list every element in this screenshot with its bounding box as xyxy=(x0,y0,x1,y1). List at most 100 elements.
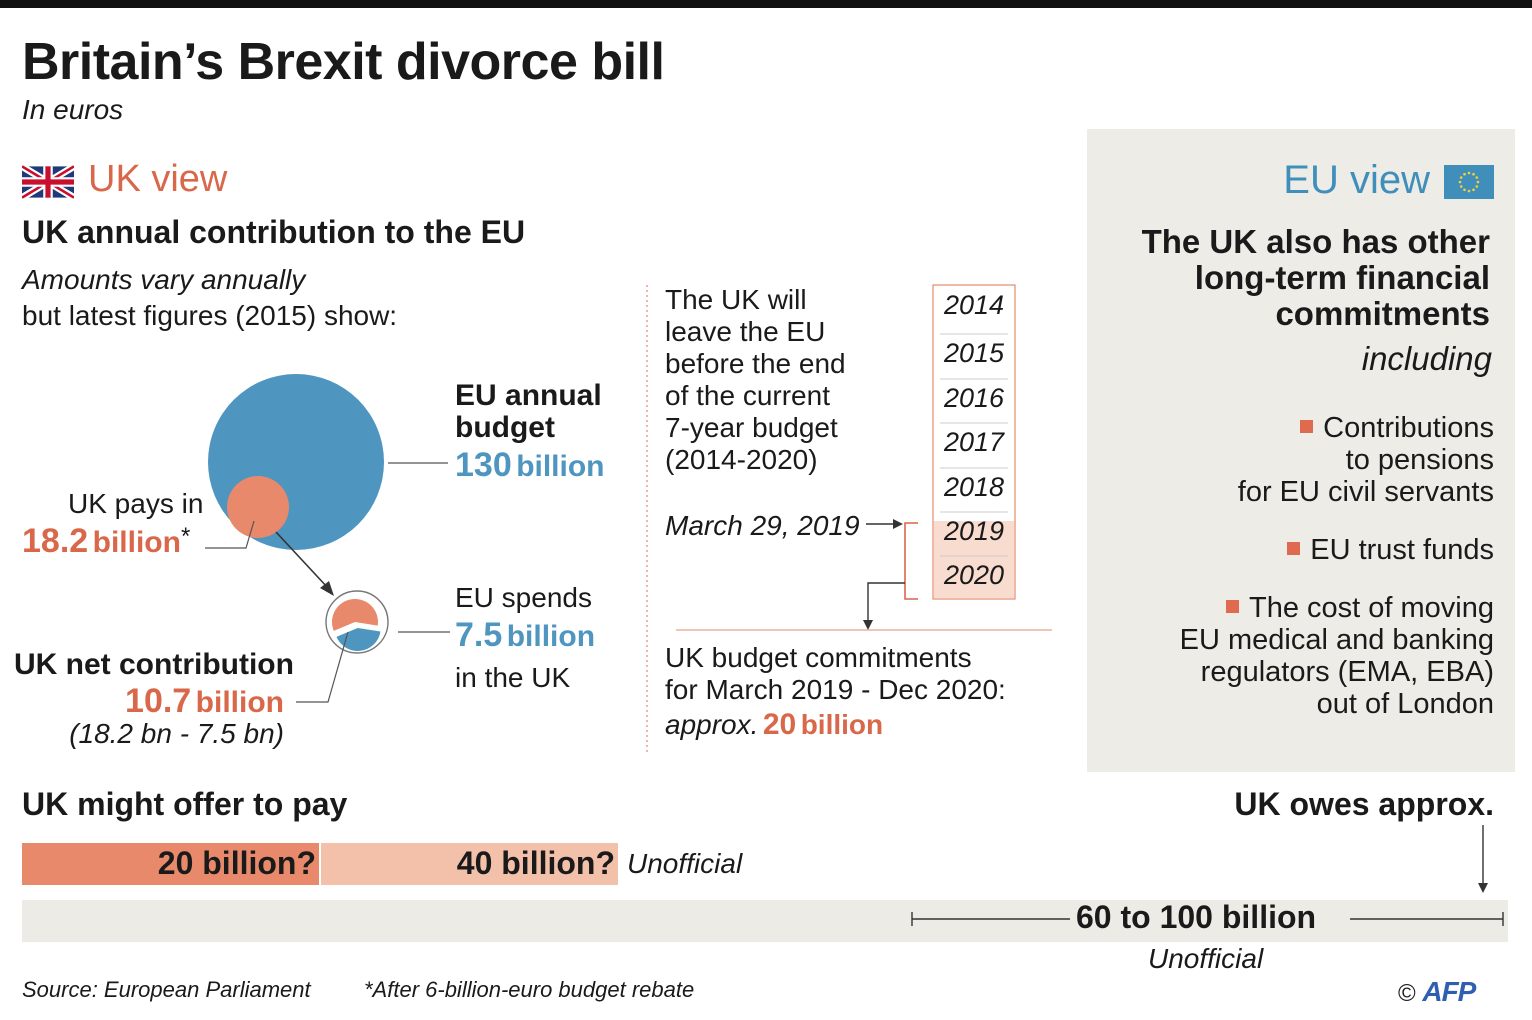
timeline-text-line: of the current xyxy=(665,380,830,411)
eu-budget-label-line2: budget xyxy=(455,411,555,444)
eu-star-icon xyxy=(1467,189,1471,193)
eu-star-icon xyxy=(1458,180,1462,184)
eu-statement-line: The UK also has other xyxy=(1141,223,1490,260)
eu-star-icon xyxy=(1472,188,1475,192)
eu-item-pensions: Contributions to pensions for EU civil s… xyxy=(1238,412,1494,508)
uk-view-heading: UK view xyxy=(88,158,228,200)
bullet-square-icon xyxy=(1226,600,1239,613)
commit-line2: for March 2019 - Dec 2020: xyxy=(665,674,1006,705)
eu-budget-unit: billion xyxy=(516,450,605,483)
uk-flag-icon xyxy=(22,165,74,199)
commit-text: UK budget commitments for March 2019 - D… xyxy=(665,642,1006,706)
uk-pays-asterisk: * xyxy=(180,523,191,550)
eu-item-trust-funds: EU trust funds xyxy=(1287,534,1494,566)
eu-spends-label: EU spends xyxy=(455,582,592,613)
timeline-text-line: before the end xyxy=(665,348,846,379)
net-contribution-slice xyxy=(332,599,378,631)
page-subtitle: In euros xyxy=(22,94,124,125)
eu-spends-value: 7.5 billion xyxy=(455,616,595,655)
year-label: 2015 xyxy=(943,338,1005,368)
eu-budget-value: 130 billion xyxy=(455,446,605,485)
intro-line2: but latest figures (2015) show: xyxy=(22,300,398,331)
uk-pays-label: UK pays in xyxy=(68,488,204,519)
year-label: 2019 xyxy=(943,516,1005,546)
years-highlight xyxy=(934,521,1014,598)
eu-item-line: to pensions xyxy=(1345,444,1494,476)
commit-value: approx. 20 billion xyxy=(665,708,883,742)
afp-credit: © AFP xyxy=(1398,976,1476,1008)
net-contribution-label: UK net contribution xyxy=(14,648,294,681)
eu-item-line: for EU civil servants xyxy=(1237,476,1494,508)
year-label: 2017 xyxy=(943,427,1005,457)
net-leader xyxy=(296,631,349,703)
eu-item-line: regulators (EMA, EBA) xyxy=(1200,656,1494,688)
uk-pays-bubble xyxy=(227,476,289,538)
commit-prefix: approx. xyxy=(665,709,759,740)
eu-item-line: out of London xyxy=(1316,688,1494,720)
bullet-square-icon xyxy=(1287,542,1301,555)
years-box xyxy=(932,284,1016,600)
offer-bar1-label: 20 billion? xyxy=(157,845,316,881)
timeline-text-line: (2014-2020) xyxy=(665,444,818,475)
owes-arrow-head xyxy=(1478,883,1488,893)
eu-star-icon xyxy=(1459,185,1463,188)
eu-spends-unit: billion xyxy=(506,620,596,653)
eu-budget-number: 130 xyxy=(455,446,512,484)
eu-item-line: EU trust funds xyxy=(1310,534,1494,566)
eu-item-line: EU medical and banking xyxy=(1179,624,1494,656)
eu-star-icon xyxy=(1476,180,1480,184)
timeline-text-line: 7-year budget xyxy=(665,412,838,443)
leave-date: March 29, 2019 xyxy=(665,510,860,541)
owes-bar xyxy=(22,900,1508,942)
offer-bar-20 xyxy=(22,843,319,885)
commit-arrow-head xyxy=(863,620,873,630)
uk-pays-unit: billion xyxy=(92,526,181,559)
year-label: 2014 xyxy=(943,290,1005,320)
uk-section-title: UK annual contribution to the EU xyxy=(22,214,526,250)
offer-label: UK might offer to pay xyxy=(22,786,348,822)
commit-unit: billion xyxy=(800,709,884,740)
offer-bar-40 xyxy=(321,843,618,885)
eu-spends-suffix: in the UK xyxy=(455,662,571,693)
commit-bracket xyxy=(904,522,918,600)
eu-item-line: The cost of moving xyxy=(1249,592,1494,624)
owes-label: UK owes approx. xyxy=(1234,786,1494,822)
uk-pays-number: 18.2 xyxy=(22,522,89,560)
net-formula: (18.2 bn - 7.5 bn) xyxy=(69,718,284,749)
timeline-text-line: The UK will xyxy=(665,284,807,315)
timeline-text: The UK will leave the EU before the end … xyxy=(665,284,846,476)
eu-view-panel xyxy=(1087,129,1515,772)
net-outline-bubble xyxy=(325,590,389,654)
leave-arrow-head xyxy=(893,519,903,529)
intro-line1: Amounts vary annually xyxy=(22,264,306,295)
page-title: Britain’s Brexit divorce bill xyxy=(22,33,665,91)
eu-statement-line: commitments xyxy=(1275,295,1490,332)
eu-flag-icon xyxy=(1444,165,1494,199)
eu-budget-label-line1: EU annual xyxy=(455,379,602,412)
eu-star-icon xyxy=(1475,185,1479,188)
uk-pays-value: 18.2 billion* xyxy=(22,522,190,561)
flow-arrow-head xyxy=(320,581,334,596)
eu-star-icon xyxy=(1467,171,1471,175)
commit-arrow-line xyxy=(867,582,905,622)
footnote: *After 6-billion-euro budget rebate xyxy=(364,977,695,1002)
eu-spends-number: 7.5 xyxy=(455,616,503,654)
eu-star-icon xyxy=(1475,176,1479,179)
uk-pays-leader xyxy=(205,520,255,549)
flow-arrow-line xyxy=(275,531,329,589)
eu-statement-line: long-term financial xyxy=(1194,259,1490,296)
eu-item-regulators: The cost of moving EU medical and bankin… xyxy=(1180,592,1494,720)
timeline-text-line: leave the EU xyxy=(665,316,826,347)
year-label: 2020 xyxy=(943,560,1005,590)
owes-note: Unofficial xyxy=(1148,943,1264,974)
copyright-symbol: © xyxy=(1398,980,1416,1007)
eu-star-icon xyxy=(1472,172,1475,176)
afp-logo: AFP xyxy=(1422,976,1476,1007)
net-contribution-value: 10.7 billion xyxy=(125,682,284,721)
owes-range: 60 to 100 billion xyxy=(1076,899,1317,935)
offer-note: Unofficial xyxy=(627,848,743,879)
net-unit: billion xyxy=(195,686,284,719)
